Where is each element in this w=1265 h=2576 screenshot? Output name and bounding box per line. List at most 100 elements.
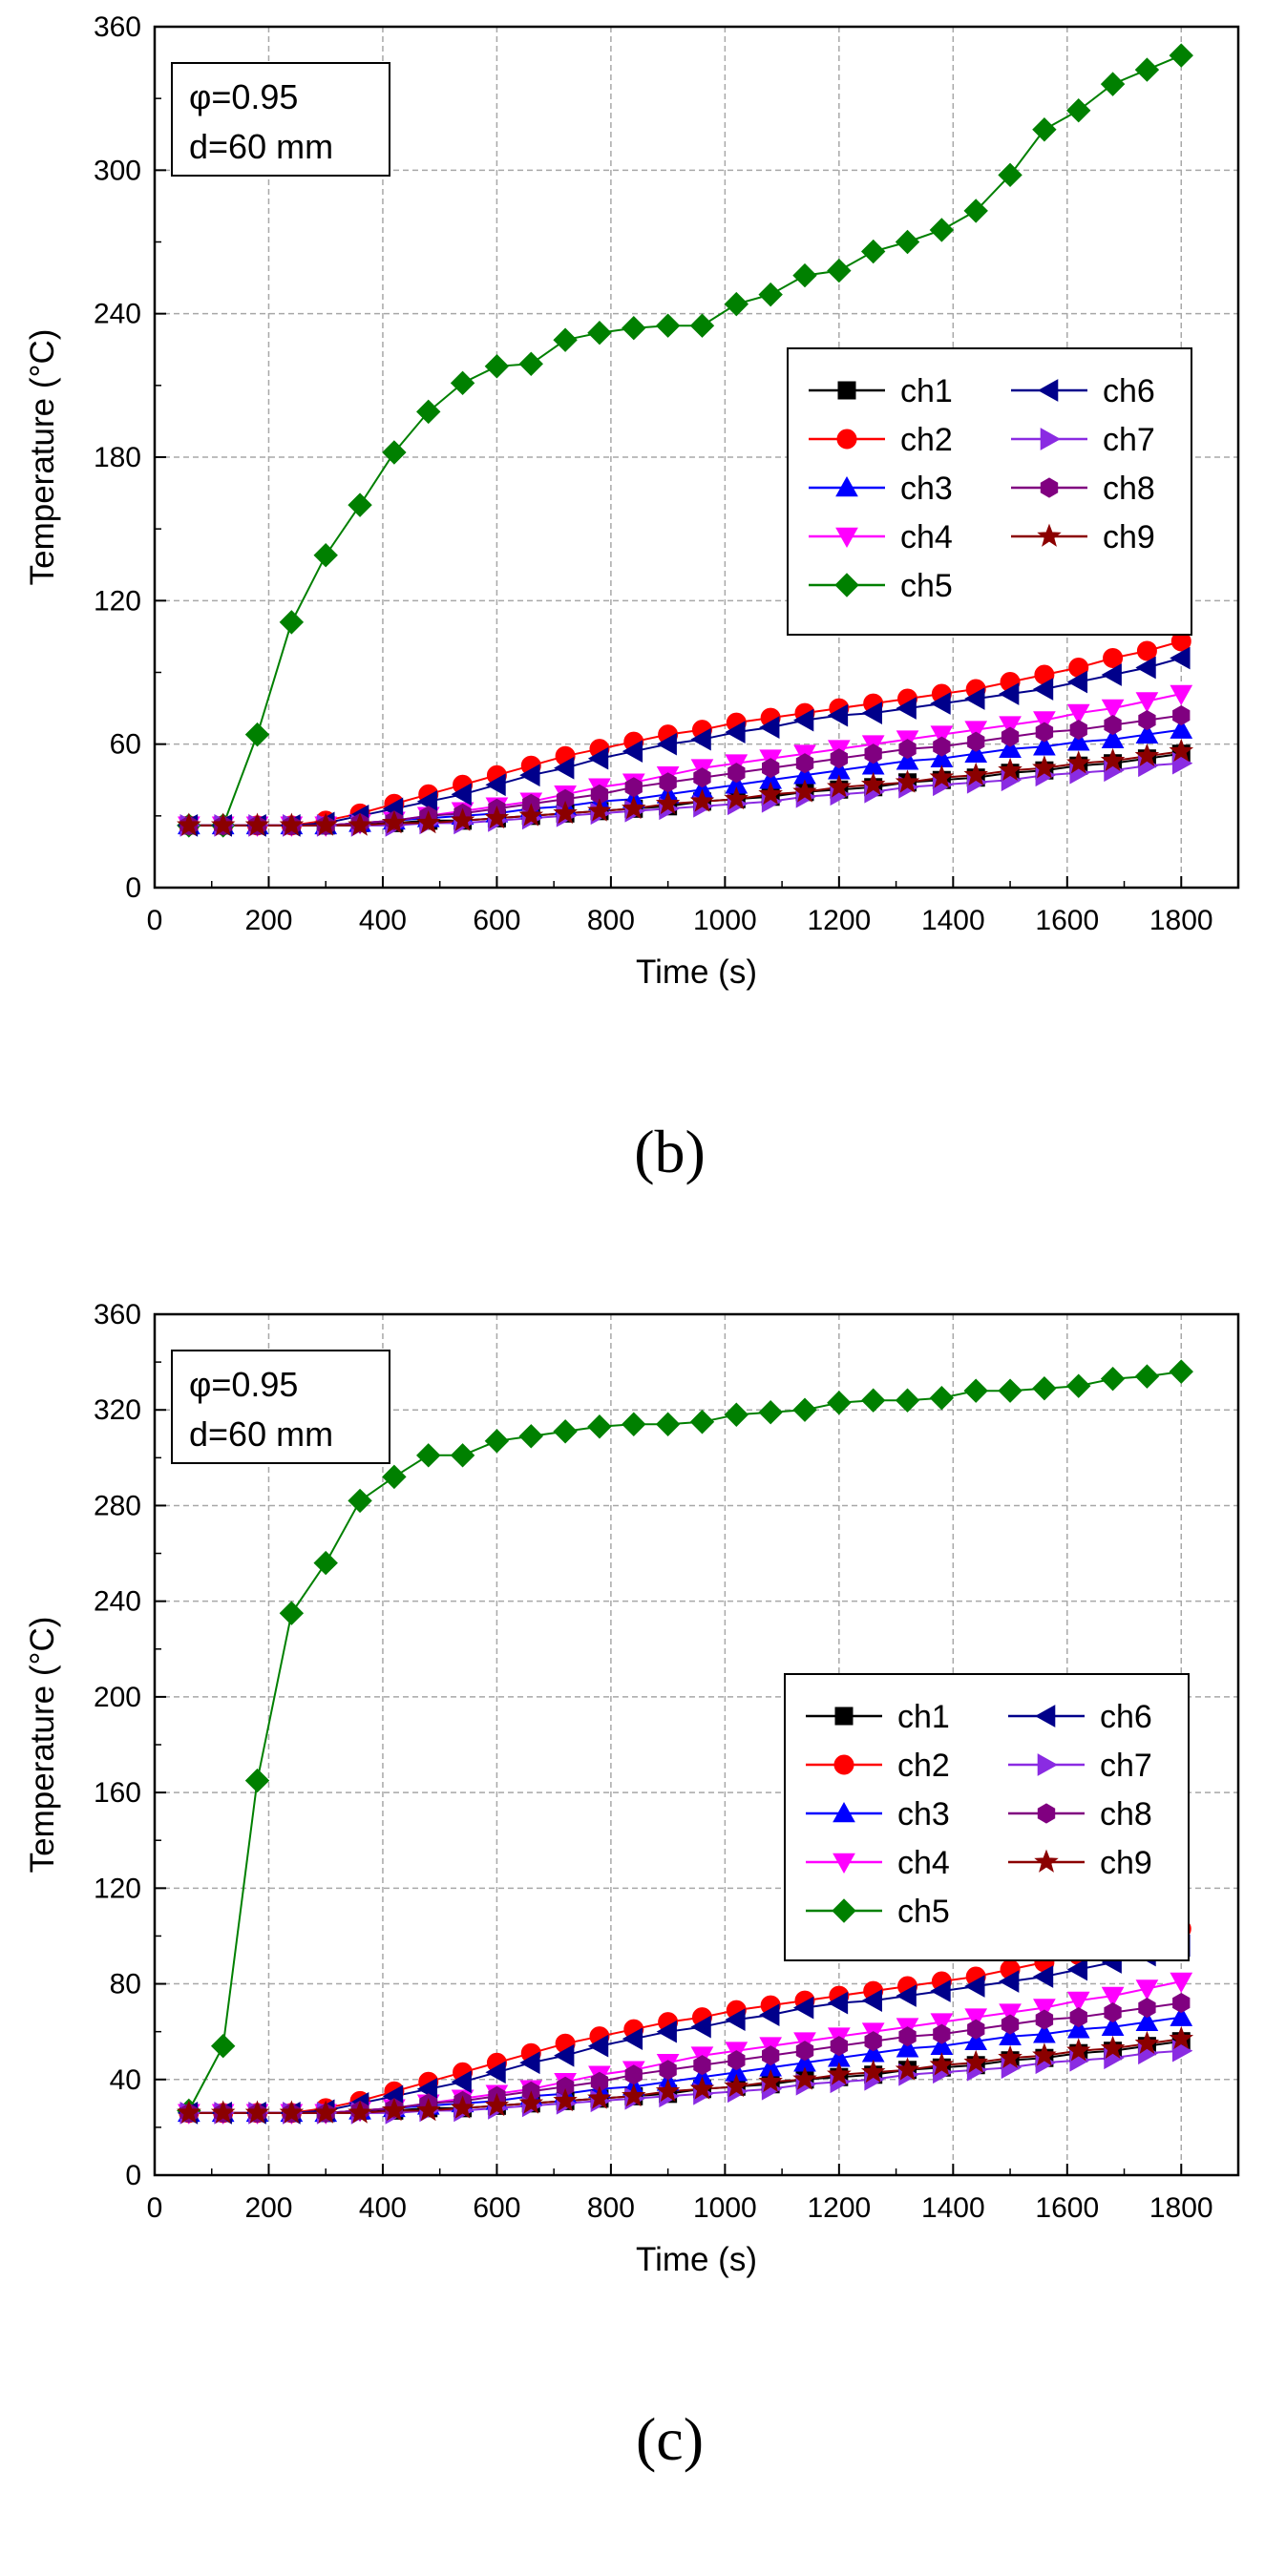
x-tick-label: 600 bbox=[473, 2192, 520, 2224]
data-point-ch8 bbox=[830, 748, 848, 769]
condition-annotation: φ=0.95 d=60 mm bbox=[171, 1350, 390, 1464]
data-point-ch5 bbox=[792, 262, 817, 288]
data-point-ch9 bbox=[348, 2100, 372, 2124]
data-point-ch8 bbox=[1138, 1998, 1156, 2019]
data-point-ch6 bbox=[827, 703, 849, 727]
data-point-ch9 bbox=[655, 2078, 681, 2103]
data-point-ch8 bbox=[830, 2036, 848, 2057]
data-point-ch9 bbox=[998, 757, 1023, 782]
data-point-ch6 bbox=[554, 756, 575, 780]
data-point-ch8 bbox=[1172, 705, 1191, 726]
data-point-ch5 bbox=[518, 351, 543, 376]
legend-marker-ch2 bbox=[836, 429, 857, 450]
series-markers bbox=[177, 1359, 1194, 2125]
legend-marker-ch7 bbox=[1040, 428, 1062, 450]
data-point-ch6 bbox=[519, 2051, 540, 2075]
legend-marker-ch8 bbox=[1037, 1803, 1056, 1824]
x-tick-label: 1800 bbox=[1149, 905, 1213, 936]
data-point-ch8 bbox=[967, 2019, 985, 2040]
data-point-ch5 bbox=[1169, 43, 1193, 68]
data-point-ch9 bbox=[1100, 2035, 1126, 2060]
data-point-ch9 bbox=[895, 2057, 920, 2081]
data-point-ch6 bbox=[1032, 678, 1054, 701]
data-point-ch4 bbox=[1033, 711, 1056, 732]
data-point-ch6 bbox=[896, 697, 917, 720]
y-tick-label: 120 bbox=[94, 1873, 141, 1904]
x-tick-label: 0 bbox=[147, 2192, 163, 2224]
data-point-ch3 bbox=[999, 2024, 1022, 2045]
data-point-ch6 bbox=[999, 682, 1020, 705]
data-point-ch6 bbox=[861, 1989, 882, 2012]
legend-marker-ch7 bbox=[1037, 1753, 1059, 1776]
data-point-ch5 bbox=[313, 543, 338, 568]
x-tick-label: 200 bbox=[244, 2192, 292, 2224]
data-point-ch4 bbox=[1066, 703, 1090, 725]
data-point-ch9 bbox=[860, 771, 886, 796]
data-point-ch9 bbox=[313, 2100, 338, 2124]
data-point-ch8 bbox=[1172, 1993, 1191, 2014]
data-point-ch4 bbox=[964, 2008, 988, 2029]
annotation-line: φ=0.95 bbox=[189, 77, 298, 116]
data-point-ch9 bbox=[210, 2100, 236, 2124]
data-point-ch9 bbox=[1134, 743, 1160, 767]
data-point-ch5 bbox=[758, 1400, 783, 1425]
x-tick-label: 400 bbox=[359, 2192, 407, 2224]
data-point-ch8 bbox=[624, 777, 643, 798]
data-point-ch8 bbox=[898, 2026, 917, 2047]
data-point-ch9 bbox=[415, 2097, 441, 2122]
legend-label-ch1: ch1 bbox=[900, 373, 953, 409]
annotation-box bbox=[171, 62, 390, 177]
data-point-ch9 bbox=[827, 774, 852, 798]
data-point-ch9 bbox=[1032, 2042, 1057, 2066]
y-tick-label: 80 bbox=[110, 1969, 141, 2000]
data-point-ch6 bbox=[1066, 1958, 1088, 1981]
x-tick-label: 200 bbox=[244, 905, 292, 936]
data-point-ch8 bbox=[1001, 2014, 1020, 2035]
data-point-ch6 bbox=[964, 1975, 985, 1998]
legend-marker-ch9 bbox=[1034, 1849, 1059, 1873]
data-point-ch5 bbox=[450, 1443, 475, 1468]
data-point-ch5 bbox=[1100, 1366, 1126, 1392]
data-point-ch2 bbox=[1136, 640, 1157, 661]
data-point-ch5 bbox=[1032, 1375, 1057, 1401]
y-tick-label: 240 bbox=[94, 1586, 141, 1618]
data-point-ch6 bbox=[690, 2015, 711, 2039]
y-tick-label: 120 bbox=[94, 585, 141, 617]
data-point-ch6 bbox=[759, 2003, 780, 2026]
data-point-ch8 bbox=[762, 758, 780, 779]
annotation-line: d=60 mm bbox=[189, 1414, 333, 1454]
data-point-ch9 bbox=[518, 803, 544, 827]
data-point-ch4 bbox=[1135, 1979, 1159, 2000]
data-point-ch5 bbox=[998, 162, 1023, 188]
data-point-ch6 bbox=[451, 783, 472, 806]
data-point-ch6 bbox=[656, 732, 677, 756]
data-point-ch9 bbox=[348, 812, 372, 836]
data-point-ch5 bbox=[689, 313, 715, 338]
data-point-ch5 bbox=[313, 1550, 338, 1576]
data-point-ch6 bbox=[1066, 670, 1088, 694]
data-point-ch9 bbox=[415, 809, 441, 834]
legend-label-ch5: ch5 bbox=[900, 568, 953, 604]
data-point-ch5 bbox=[553, 1419, 578, 1444]
y-axis-label: Temperature (°C) bbox=[24, 329, 61, 586]
chart-b: 0 200 400 600 800 1000 1200 1400 1600 1800 0 60 120 1… bbox=[24, 11, 1240, 1185]
data-point-ch8 bbox=[933, 736, 951, 757]
legend-label-ch3: ch3 bbox=[897, 1796, 950, 1833]
data-point-ch8 bbox=[1138, 710, 1156, 731]
data-point-ch4 bbox=[930, 725, 954, 746]
data-point-ch6 bbox=[759, 716, 780, 739]
data-point-ch8 bbox=[1001, 726, 1020, 747]
data-point-ch6 bbox=[587, 746, 609, 770]
data-point-ch6 bbox=[1032, 1965, 1054, 1988]
data-point-ch9 bbox=[210, 812, 236, 836]
data-point-ch5 bbox=[416, 1443, 441, 1468]
data-point-ch9 bbox=[450, 2095, 475, 2119]
data-point-ch4 bbox=[964, 721, 988, 742]
legend: ch1 ch2 ch3 ch4 ch5 ch6 ch7 ch8 ch9 bbox=[787, 347, 1192, 636]
data-point-ch9 bbox=[895, 769, 920, 793]
data-point-ch8 bbox=[693, 767, 711, 788]
data-point-ch5 bbox=[860, 239, 886, 264]
legend-label-ch1: ch1 bbox=[897, 1699, 950, 1735]
data-point-ch9 bbox=[177, 2100, 201, 2124]
legend-label-ch8: ch8 bbox=[1103, 471, 1155, 507]
